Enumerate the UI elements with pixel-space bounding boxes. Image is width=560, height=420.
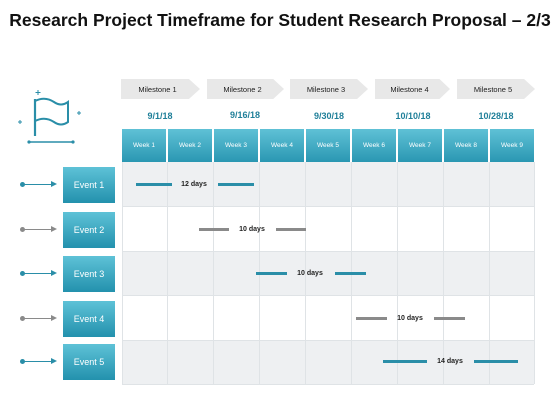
milestone-date-2: 9/16/18 — [229, 110, 261, 120]
page-title: Research Project Timeframe for Student R… — [9, 10, 551, 30]
week-header-7: Week 7 — [398, 129, 442, 162]
arrowhead-icon — [51, 181, 57, 187]
grid-line — [122, 340, 534, 341]
milestone-date-3: 9/30/18 — [313, 111, 345, 121]
duration-bar-left — [383, 360, 427, 363]
flag-icon — [18, 84, 84, 150]
arrowhead-icon — [51, 270, 57, 276]
milestone-date-4: 10/10/18 — [395, 111, 431, 121]
milestone-2: Milestone 2 — [207, 79, 284, 99]
grid-line — [397, 162, 398, 384]
event-4-label: Event 4 — [63, 301, 115, 337]
week-header-1: Week 1 — [122, 129, 166, 162]
week-header-5: Week 5 — [306, 129, 350, 162]
duration-bar-right — [276, 228, 306, 231]
milestone-3: Milestone 3 — [290, 79, 368, 99]
milestone-4: Milestone 4 — [375, 79, 450, 99]
row-band-1 — [122, 162, 534, 206]
event-2-label: Event 2 — [63, 212, 115, 248]
grid-line — [122, 295, 534, 296]
event-2-duration: 10 days — [239, 226, 265, 233]
event-3-duration: 10 days — [297, 270, 323, 277]
milestone-5: Milestone 5 — [457, 79, 535, 99]
duration-bar-right — [335, 272, 366, 275]
arrowhead-icon — [51, 358, 57, 364]
row-bullet — [20, 182, 25, 187]
arrowhead-icon — [51, 315, 57, 321]
row-bullet — [20, 271, 25, 276]
grid-line — [489, 162, 490, 384]
event-1-duration: 12 days — [181, 181, 207, 188]
milestone-1: Milestone 1 — [121, 79, 200, 99]
grid-line — [122, 162, 123, 384]
row-bullet — [20, 316, 25, 321]
arrowhead-icon — [51, 226, 57, 232]
event-5-duration: 14 days — [437, 358, 463, 365]
row-band-3 — [122, 251, 534, 295]
event-4-duration: 10 days — [397, 315, 423, 322]
event-1-label: Event 1 — [63, 167, 115, 203]
duration-bar-left — [356, 317, 387, 320]
duration-bar-right — [474, 360, 518, 363]
week-header-2: Week 2 — [168, 129, 212, 162]
grid-line — [443, 162, 444, 384]
row-band-5 — [122, 340, 534, 384]
event-3-label: Event 3 — [63, 256, 115, 292]
grid-line — [534, 162, 535, 384]
row-connector — [24, 361, 51, 362]
milestone-date-5: 10/28/18 — [478, 111, 514, 121]
duration-bar-left — [136, 183, 172, 186]
week-header-8: Week 8 — [444, 129, 488, 162]
duration-bar-left — [256, 272, 287, 275]
week-header-4: Week 4 — [260, 129, 304, 162]
event-5-label: Event 5 — [63, 344, 115, 380]
duration-bar-left — [199, 228, 229, 231]
grid-line — [122, 206, 534, 207]
grid-line — [167, 162, 168, 384]
row-connector — [24, 318, 51, 319]
week-header-3: Week 3 — [214, 129, 258, 162]
grid-line — [305, 162, 306, 384]
row-bullet — [20, 227, 25, 232]
grid-line — [213, 162, 214, 384]
grid-line — [122, 384, 534, 385]
grid-line — [122, 251, 534, 252]
duration-bar-right — [218, 183, 254, 186]
duration-bar-right — [434, 317, 465, 320]
week-header-6: Week 6 — [352, 129, 396, 162]
week-header-9: Week 9 — [490, 129, 534, 162]
milestone-date-1: 9/1/18 — [147, 111, 173, 121]
row-connector — [24, 184, 51, 185]
row-bullet — [20, 359, 25, 364]
row-connector — [24, 273, 51, 274]
row-connector — [24, 229, 51, 230]
